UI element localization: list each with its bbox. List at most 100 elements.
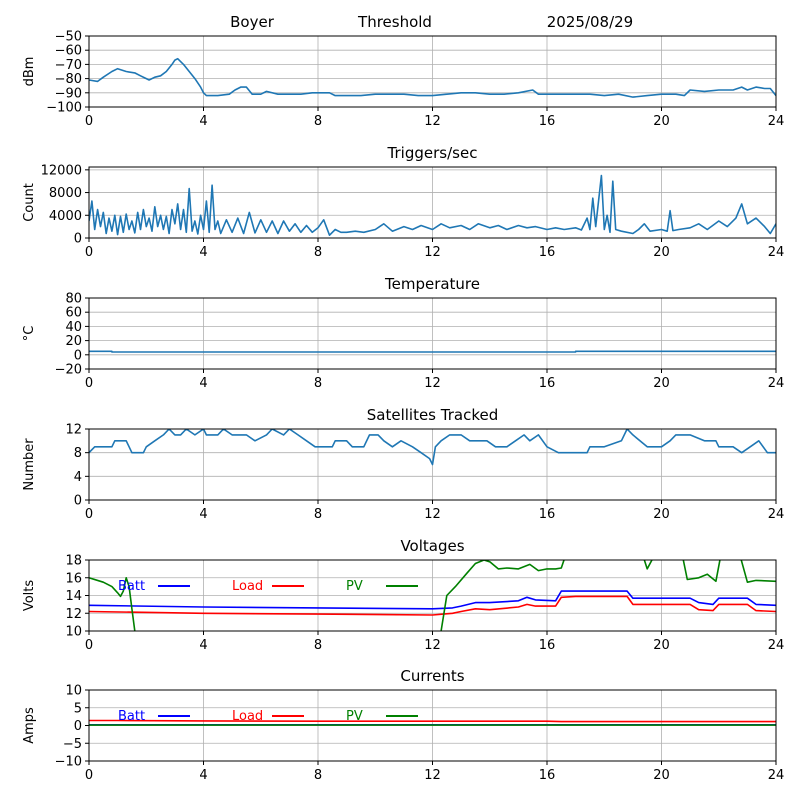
x-tick-label: 8: [314, 376, 322, 391]
x-tick-label: 8: [314, 114, 322, 129]
panel-threshold: 0 4 8 12 16 20 24 −100−90−80−70−60−50 dBm: [22, 30, 784, 130]
legend-label-batt: Batt: [118, 579, 145, 594]
x-tick-label: 4: [199, 114, 207, 129]
series-line-batt: [89, 590, 776, 610]
x-tick-label: 12: [424, 114, 441, 129]
x-tick-label: 12: [424, 768, 441, 783]
y-tick-label: 10: [65, 625, 82, 640]
x-tick-label: 24: [768, 507, 785, 522]
y-tick-label: −70: [55, 58, 82, 73]
x-tick-label: 16: [539, 507, 556, 522]
y-axis-label: Number: [22, 438, 37, 491]
legend-label-pv: PV: [346, 579, 363, 594]
x-tick-label: 0: [85, 376, 93, 391]
chart-title: Voltages: [400, 537, 464, 555]
y-axis-label: Amps: [22, 707, 37, 744]
x-tick-label: 16: [539, 376, 556, 391]
x-tick-label: 8: [314, 638, 322, 653]
y-tick-label: 4: [74, 470, 82, 485]
x-tick-label: 20: [653, 638, 670, 653]
legend-label-load: Load: [232, 709, 263, 724]
y-axis-label: Count: [22, 183, 37, 222]
y-tick-label: −10: [55, 755, 82, 770]
y-tick-label: 4000: [49, 209, 82, 224]
x-tick-label: 12: [424, 245, 441, 260]
y-tick-label: 10: [65, 684, 82, 699]
x-tick-label: 0: [85, 114, 93, 129]
y-axis-label: °C: [22, 326, 37, 342]
x-tick-label: 0: [85, 638, 93, 653]
y-tick-label: −60: [55, 44, 82, 59]
x-tick-label: 24: [768, 768, 785, 783]
legend-label-batt: Batt: [118, 709, 145, 724]
y-axis-label: Volts: [22, 580, 37, 612]
y-tick-label: 16: [65, 571, 82, 586]
x-tick-label: 24: [768, 376, 785, 391]
x-tick-label: 12: [424, 507, 441, 522]
x-tick-label: 20: [653, 245, 670, 260]
panel-triggers: 0 4 8 12 16 20 24 0 4000 8000 12000 Triggers/sec Cou…: [22, 144, 784, 260]
x-tick-label: 4: [199, 768, 207, 783]
legend-label-load: Load: [232, 579, 263, 594]
x-tick-label: 16: [539, 114, 556, 129]
x-tick-label: 8: [314, 768, 322, 783]
y-tick-label: −50: [55, 30, 82, 45]
series-line-pv: [89, 560, 776, 631]
chart-title: Temperature: [384, 275, 480, 293]
header-label: Threshold: [357, 13, 432, 31]
y-tick-label: 5: [74, 701, 82, 716]
figure-header: Boyer Threshold 2025/08/29: [230, 13, 633, 31]
series-line-main: [89, 429, 776, 466]
x-tick-label: 4: [199, 245, 207, 260]
x-tick-label: 24: [768, 638, 785, 653]
series-line-main: [89, 57, 776, 98]
y-tick-label: 12: [65, 423, 82, 438]
x-tick-label: 24: [768, 114, 785, 129]
series-line-main: [89, 350, 776, 353]
x-tick-label: 20: [653, 114, 670, 129]
y-tick-label: 12000: [41, 163, 82, 178]
y-tick-label: 14: [65, 589, 82, 604]
y-tick-label: 0: [74, 232, 82, 247]
header-site: Boyer: [230, 13, 275, 31]
y-tick-label: 20: [65, 334, 82, 349]
y-tick-label: 60: [65, 306, 82, 321]
chart-title: Triggers/sec: [387, 144, 478, 162]
y-tick-label: −90: [55, 86, 82, 101]
x-tick-label: 4: [199, 638, 207, 653]
y-tick-label: 80: [65, 292, 82, 307]
y-tick-label: 8000: [49, 186, 82, 201]
x-tick-label: 12: [424, 376, 441, 391]
y-tick-label: −80: [55, 72, 82, 87]
y-tick-label: 0: [74, 719, 82, 734]
x-tick-label: 16: [539, 768, 556, 783]
y-tick-label: −100: [46, 101, 82, 116]
x-tick-label: 4: [199, 376, 207, 391]
y-axis-label: dBm: [22, 57, 37, 87]
series-line-main: [89, 174, 776, 236]
x-tick-label: 24: [768, 245, 785, 260]
x-tick-label: 8: [314, 507, 322, 522]
chart-title: Currents: [400, 667, 464, 685]
legend-label-pv: PV: [346, 709, 363, 724]
x-tick-label: 20: [653, 376, 670, 391]
y-tick-label: 8: [74, 446, 82, 461]
x-tick-label: 0: [85, 507, 93, 522]
panel-currents: 0 4 8 12 16 20 24 −10 −5 0 5 10 Currents Amps Batt Load…: [22, 667, 784, 783]
y-tick-label: 0: [74, 494, 82, 509]
x-tick-label: 20: [653, 768, 670, 783]
y-tick-label: −20: [55, 363, 82, 378]
x-tick-label: 20: [653, 507, 670, 522]
series-line-load: [89, 595, 776, 616]
x-tick-label: 16: [539, 245, 556, 260]
y-tick-label: −5: [63, 737, 82, 752]
x-tick-label: 0: [85, 245, 93, 260]
x-tick-label: 16: [539, 638, 556, 653]
y-tick-label: 40: [65, 320, 82, 335]
series-line-load: [89, 719, 776, 723]
header-date: 2025/08/29: [547, 13, 633, 31]
x-tick-label: 12: [424, 638, 441, 653]
